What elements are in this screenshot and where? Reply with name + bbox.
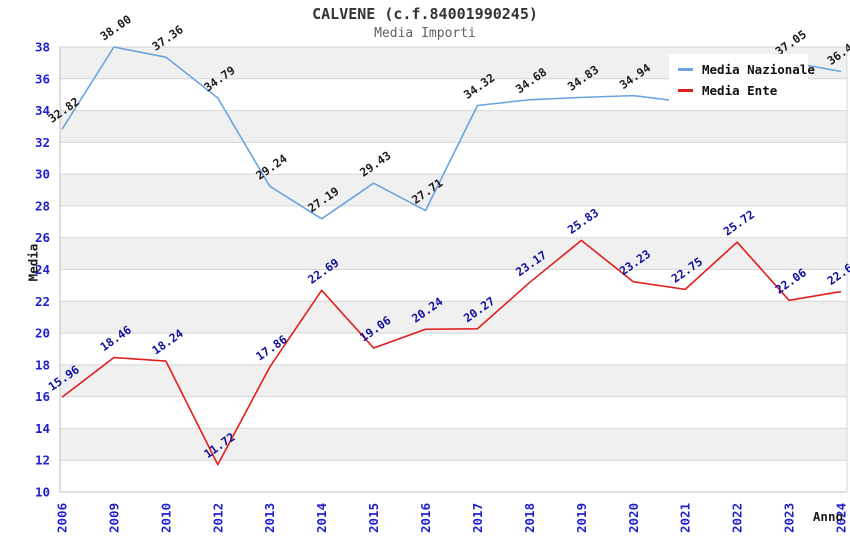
x-tick-label: 2013 xyxy=(262,503,277,533)
plot-band xyxy=(60,301,847,334)
y-tick-label: 26 xyxy=(35,230,50,245)
media-ente-line-swatch-icon xyxy=(678,89,693,92)
plot-band xyxy=(60,174,847,206)
point-label: 25.83 xyxy=(565,205,601,236)
y-tick-label: 30 xyxy=(35,167,50,182)
y-tick-label: 20 xyxy=(35,326,50,341)
x-axis-title: Anno xyxy=(812,509,843,524)
y-tick-label: 14 xyxy=(35,421,50,436)
point-label: 25.72 xyxy=(721,207,757,238)
plot-band xyxy=(60,428,847,461)
x-tick-label: 2018 xyxy=(522,503,537,533)
x-tick-label: 2010 xyxy=(158,503,173,533)
legend-item-media-ente: Media Ente xyxy=(678,80,808,101)
chart-subtitle: Media Importi xyxy=(374,26,476,41)
media-nazionale-line-swatch-icon xyxy=(678,68,693,71)
plot-band xyxy=(60,110,847,143)
point-label: 22.06 xyxy=(773,265,809,296)
y-tick-label: 16 xyxy=(35,389,50,404)
y-tick-label: 34 xyxy=(35,103,50,118)
legend-label: Media Nazionale xyxy=(702,62,815,77)
x-tick-label: 2021 xyxy=(678,503,693,533)
y-axis-title: Media xyxy=(25,243,41,282)
y-tick-label: 36 xyxy=(35,71,50,86)
plot-band xyxy=(60,237,847,270)
y-tick-label: 38 xyxy=(35,40,50,55)
y-tick-label: 12 xyxy=(35,453,50,468)
y-tick-label: 18 xyxy=(35,357,50,372)
point-label: 38.00 xyxy=(97,12,133,43)
y-tick-label: 28 xyxy=(35,198,50,213)
x-tick-label: 2009 xyxy=(106,503,121,533)
chart-title: CALVENE (c.f.84001990245) xyxy=(312,5,538,23)
x-tick-label: 2023 xyxy=(782,503,797,533)
x-tick-label: 2014 xyxy=(314,503,329,533)
chart-legend: Media Nazionale Media Ente xyxy=(669,54,815,103)
y-tick-label: 22 xyxy=(35,294,50,309)
x-tick-label: 2017 xyxy=(470,503,485,533)
x-tick-label: 2015 xyxy=(366,503,381,533)
x-tick-label: 2019 xyxy=(574,503,589,533)
x-tick-label: 2024 xyxy=(834,503,849,533)
legend-label: Media Ente xyxy=(702,83,778,98)
x-tick-label: 2016 xyxy=(418,503,433,533)
x-tick-label: 2022 xyxy=(730,503,745,533)
x-tick-label: 2020 xyxy=(626,503,641,533)
point-label: 17.86 xyxy=(253,332,289,363)
x-tick-label: 2006 xyxy=(55,503,70,533)
legend-item-media-nazionale: Media Nazionale xyxy=(678,59,815,80)
plot-band xyxy=(60,364,847,397)
y-tick-label: 24 xyxy=(35,262,50,277)
y-tick-label: 10 xyxy=(35,485,50,500)
y-tick-label: 32 xyxy=(35,135,50,150)
series-line-media-ente xyxy=(61,239,842,466)
x-tick-label: 2012 xyxy=(210,503,225,533)
